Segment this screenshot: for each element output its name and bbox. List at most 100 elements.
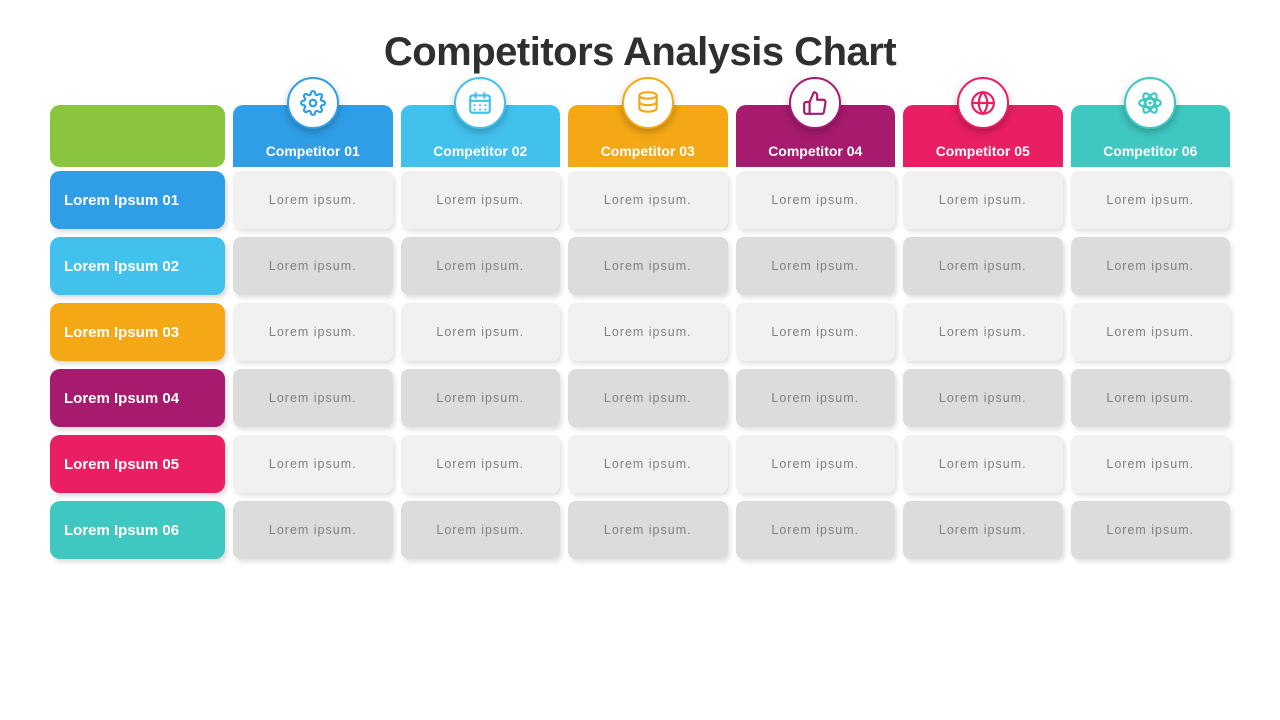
table-cell-text: Lorem ipsum. — [1106, 457, 1194, 471]
table-cell-text: Lorem ipsum. — [939, 259, 1027, 273]
table-cell-text: Lorem ipsum. — [939, 391, 1027, 405]
row-header: Lorem Ipsum 02 — [50, 237, 225, 295]
row-header: Lorem Ipsum 01 — [50, 171, 225, 229]
table-cell: Lorem ipsum. — [1071, 303, 1231, 361]
calendar-icon — [454, 77, 506, 129]
page-title: Competitors Analysis Chart — [50, 30, 1230, 75]
table-cell: Lorem ipsum. — [903, 435, 1063, 493]
table-cell-text: Lorem ipsum. — [1106, 259, 1194, 273]
column-header-label: Competitor 01 — [266, 143, 360, 159]
table-cell: Lorem ipsum. — [1071, 237, 1231, 295]
globe-icon — [957, 77, 1009, 129]
row-header-label: Lorem Ipsum 01 — [64, 192, 179, 209]
row-header-label: Lorem Ipsum 06 — [64, 522, 179, 539]
table-cell: Lorem ipsum. — [568, 435, 728, 493]
row-header: Lorem Ipsum 06 — [50, 501, 225, 559]
table-cell: Lorem ipsum. — [401, 435, 561, 493]
gear-icon — [287, 77, 339, 129]
table-cell-text: Lorem ipsum. — [771, 391, 859, 405]
table-cell-text: Lorem ipsum. — [436, 193, 524, 207]
table-cell-text: Lorem ipsum. — [436, 391, 524, 405]
table-cell-text: Lorem ipsum. — [771, 523, 859, 537]
table-cell-text: Lorem ipsum. — [269, 523, 357, 537]
table-cell: Lorem ipsum. — [568, 237, 728, 295]
row-header-label: Lorem Ipsum 03 — [64, 324, 179, 341]
table-cell: Lorem ipsum. — [736, 435, 896, 493]
table-cell: Lorem ipsum. — [233, 369, 393, 427]
table-cell-text: Lorem ipsum. — [939, 325, 1027, 339]
table-cell-text: Lorem ipsum. — [604, 523, 692, 537]
row-header: Lorem Ipsum 03 — [50, 303, 225, 361]
column-header-label: Competitor 06 — [1103, 143, 1197, 159]
table-cell: Lorem ipsum. — [233, 237, 393, 295]
column-header-label: Competitor 03 — [601, 143, 695, 159]
table-cell-text: Lorem ipsum. — [939, 457, 1027, 471]
column-header: Competitor 04 — [736, 105, 896, 167]
column-header: Competitor 02 — [401, 105, 561, 167]
column-header: Competitor 03 — [568, 105, 728, 167]
table-cell-text: Lorem ipsum. — [771, 325, 859, 339]
table-cell: Lorem ipsum. — [568, 501, 728, 559]
table-cell-text: Lorem ipsum. — [269, 391, 357, 405]
table-cell-text: Lorem ipsum. — [436, 259, 524, 273]
comparison-grid: Competitor 01 Competitor 02 Competitor 03 C… — [50, 105, 1230, 559]
table-cell-text: Lorem ipsum. — [269, 325, 357, 339]
table-cell: Lorem ipsum. — [401, 369, 561, 427]
column-header-label: Competitor 02 — [433, 143, 527, 159]
table-cell-text: Lorem ipsum. — [1106, 523, 1194, 537]
table-cell: Lorem ipsum. — [903, 369, 1063, 427]
table-cell-text: Lorem ipsum. — [604, 391, 692, 405]
table-cell-text: Lorem ipsum. — [1106, 391, 1194, 405]
table-cell-text: Lorem ipsum. — [436, 325, 524, 339]
table-cell: Lorem ipsum. — [903, 171, 1063, 229]
table-cell-text: Lorem ipsum. — [1106, 193, 1194, 207]
table-cell: Lorem ipsum. — [736, 171, 896, 229]
table-cell-text: Lorem ipsum. — [604, 457, 692, 471]
table-cell: Lorem ipsum. — [568, 171, 728, 229]
table-cell: Lorem ipsum. — [401, 237, 561, 295]
table-cell-text: Lorem ipsum. — [771, 259, 859, 273]
table-cell: Lorem ipsum. — [233, 501, 393, 559]
column-header-label: Competitor 05 — [936, 143, 1030, 159]
table-cell: Lorem ipsum. — [568, 303, 728, 361]
table-cell: Lorem ipsum. — [736, 501, 896, 559]
table-cell: Lorem ipsum. — [903, 303, 1063, 361]
table-cell: Lorem ipsum. — [401, 171, 561, 229]
column-header-label: Competitor 04 — [768, 143, 862, 159]
atom-icon — [1124, 77, 1176, 129]
column-header: Competitor 01 — [233, 105, 393, 167]
table-cell: Lorem ipsum. — [401, 303, 561, 361]
table-cell-text: Lorem ipsum. — [604, 259, 692, 273]
table-cell-text: Lorem ipsum. — [436, 523, 524, 537]
thumbs-up-icon — [789, 77, 841, 129]
table-cell-text: Lorem ipsum. — [269, 193, 357, 207]
table-cell: Lorem ipsum. — [568, 369, 728, 427]
table-cell-text: Lorem ipsum. — [771, 193, 859, 207]
table-cell: Lorem ipsum. — [903, 501, 1063, 559]
table-cell: Lorem ipsum. — [1071, 435, 1231, 493]
row-header: Lorem Ipsum 05 — [50, 435, 225, 493]
table-cell-text: Lorem ipsum. — [269, 259, 357, 273]
database-icon — [622, 77, 674, 129]
table-cell-text: Lorem ipsum. — [939, 523, 1027, 537]
table-cell-text: Lorem ipsum. — [604, 193, 692, 207]
table-cell-text: Lorem ipsum. — [939, 193, 1027, 207]
row-header-label: Lorem Ipsum 05 — [64, 456, 179, 473]
table-cell-text: Lorem ipsum. — [604, 325, 692, 339]
table-cell: Lorem ipsum. — [736, 303, 896, 361]
table-cell-text: Lorem ipsum. — [436, 457, 524, 471]
table-cell-text: Lorem ipsum. — [1106, 325, 1194, 339]
column-header: Competitor 05 — [903, 105, 1063, 167]
column-header: Competitor 06 — [1071, 105, 1231, 167]
table-cell: Lorem ipsum. — [1071, 501, 1231, 559]
table-cell: Lorem ipsum. — [1071, 369, 1231, 427]
row-header-label: Lorem Ipsum 04 — [64, 390, 179, 407]
corner-cell — [50, 105, 225, 167]
table-cell: Lorem ipsum. — [736, 237, 896, 295]
table-cell: Lorem ipsum. — [736, 369, 896, 427]
table-cell: Lorem ipsum. — [903, 237, 1063, 295]
table-cell: Lorem ipsum. — [233, 435, 393, 493]
table-cell: Lorem ipsum. — [401, 501, 561, 559]
row-header: Lorem Ipsum 04 — [50, 369, 225, 427]
table-cell: Lorem ipsum. — [233, 171, 393, 229]
